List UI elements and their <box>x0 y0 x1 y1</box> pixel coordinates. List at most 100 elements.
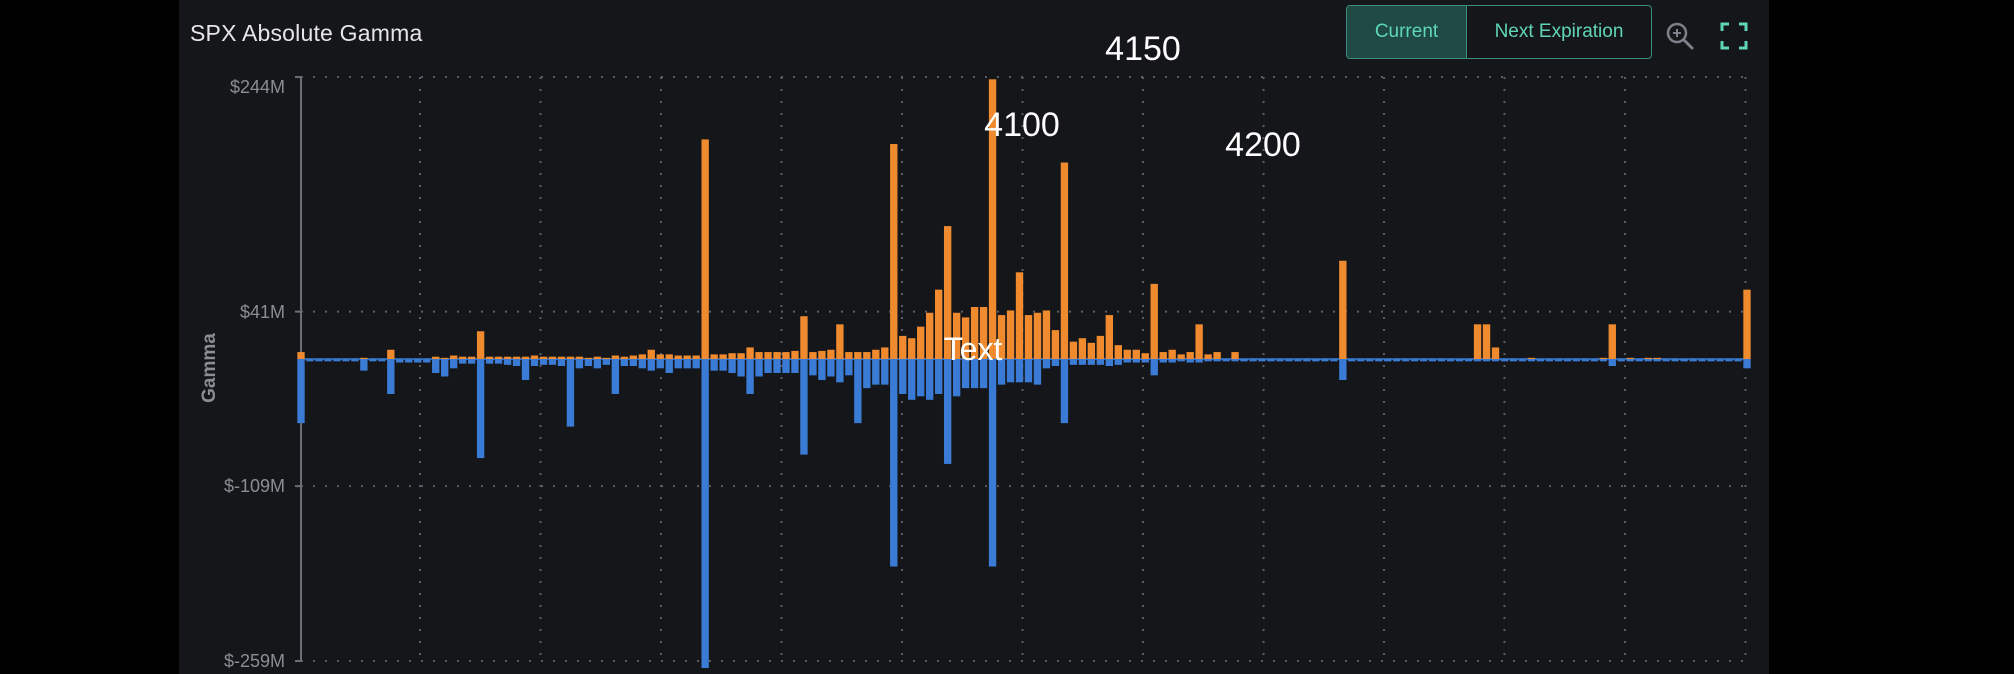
bar-negative <box>306 359 314 362</box>
bar-negative <box>746 359 754 394</box>
bar-positive <box>692 355 700 359</box>
bar-negative <box>800 359 808 455</box>
zoom-in-icon[interactable] <box>1664 20 1696 52</box>
bar-negative <box>387 359 395 394</box>
bar-negative <box>602 359 611 365</box>
bar-negative <box>342 359 350 362</box>
bar-positive <box>1177 354 1185 359</box>
y-tick-label: $41M <box>240 302 285 322</box>
bar-negative <box>970 359 979 389</box>
bar-positive <box>432 356 440 359</box>
bar-negative <box>665 359 673 373</box>
bar-negative <box>315 359 323 362</box>
bar-negative <box>1572 359 1581 362</box>
bar-positive <box>791 350 799 359</box>
bar-negative <box>1671 359 1679 362</box>
bar-negative <box>979 359 988 389</box>
bar-positive <box>503 356 512 359</box>
bar-positive <box>952 312 961 359</box>
bar-positive <box>737 353 745 359</box>
bar-negative <box>1536 359 1545 362</box>
bar-negative <box>1114 359 1122 365</box>
bar-positive <box>683 355 691 359</box>
bar-positive <box>773 352 781 359</box>
bar-negative <box>1222 359 1230 362</box>
bar-negative <box>1312 359 1320 362</box>
bar-negative <box>1437 359 1446 362</box>
bar-positive <box>1231 352 1239 359</box>
bar-negative <box>1411 359 1419 362</box>
bar-negative <box>1051 359 1060 366</box>
bar-negative <box>1096 359 1105 365</box>
bar-positive <box>863 352 871 359</box>
bar-negative <box>584 359 593 366</box>
bar-positive <box>827 349 835 359</box>
bar-negative <box>926 359 934 400</box>
bar-positive <box>1743 289 1751 359</box>
bar-positive <box>782 352 790 359</box>
bar-positive <box>602 357 611 359</box>
bar-negative <box>557 359 566 366</box>
bar-negative <box>1617 359 1625 362</box>
bar-positive <box>1096 335 1105 359</box>
bar-negative <box>396 359 404 363</box>
y-tick-label: $-259M <box>224 651 285 671</box>
bar-positive <box>656 354 664 359</box>
y-tick-label: $244M <box>230 77 285 97</box>
bar-positive <box>800 316 808 359</box>
bar-negative <box>1249 359 1257 362</box>
bar-negative <box>1402 359 1410 362</box>
bar-negative <box>1599 359 1607 362</box>
bar-positive <box>1491 347 1500 359</box>
bar-positive <box>728 353 736 359</box>
bar-positive <box>1132 349 1140 359</box>
bar-negative <box>908 359 916 400</box>
bar-negative <box>1635 359 1643 362</box>
bar-negative <box>899 359 907 394</box>
bar-positive <box>836 324 844 359</box>
fullscreen-icon[interactable] <box>1720 22 1748 50</box>
bar-positive <box>458 356 467 359</box>
bar-negative <box>1078 359 1087 365</box>
bar-positive <box>1105 315 1113 359</box>
bar-positive <box>387 349 395 359</box>
bar-negative <box>1419 359 1428 362</box>
bar-negative <box>1545 359 1554 362</box>
bar-negative <box>1446 359 1455 362</box>
bar-positive <box>926 312 934 359</box>
bar-negative <box>1339 359 1347 380</box>
bar-negative <box>1725 359 1733 362</box>
annotation-4150: 4150 <box>1105 30 1181 68</box>
bar-negative <box>755 359 763 377</box>
bar-negative <box>1276 359 1284 362</box>
bar-negative <box>952 359 961 397</box>
bar-negative <box>890 359 898 567</box>
bar-positive <box>755 352 763 359</box>
bar-negative <box>1168 359 1176 363</box>
bar-positive <box>575 356 584 359</box>
bar-positive <box>899 335 907 359</box>
bar-negative <box>1707 359 1715 362</box>
bar-negative <box>1491 359 1500 362</box>
bar-negative <box>405 359 413 363</box>
bar-positive <box>1042 310 1051 359</box>
bar-negative <box>423 359 431 363</box>
bar-positive <box>1186 352 1194 359</box>
current-button[interactable]: Current <box>1347 6 1467 58</box>
bar-negative <box>611 359 620 394</box>
bar-negative <box>485 359 494 364</box>
bar-positive <box>1473 324 1482 359</box>
bar-positive <box>1339 260 1347 359</box>
bar-negative <box>674 359 682 369</box>
bar-negative <box>1204 359 1212 362</box>
bar-positive <box>979 306 988 359</box>
bar-negative <box>809 359 817 376</box>
bar-negative <box>476 359 485 459</box>
bar-negative <box>378 359 386 362</box>
bar-negative <box>988 359 997 567</box>
bar-negative <box>1680 359 1688 362</box>
bar-negative <box>791 359 799 373</box>
next-expiration-button[interactable]: Next Expiration <box>1467 6 1651 58</box>
bar-negative <box>1455 359 1464 362</box>
bar-negative <box>629 359 637 366</box>
